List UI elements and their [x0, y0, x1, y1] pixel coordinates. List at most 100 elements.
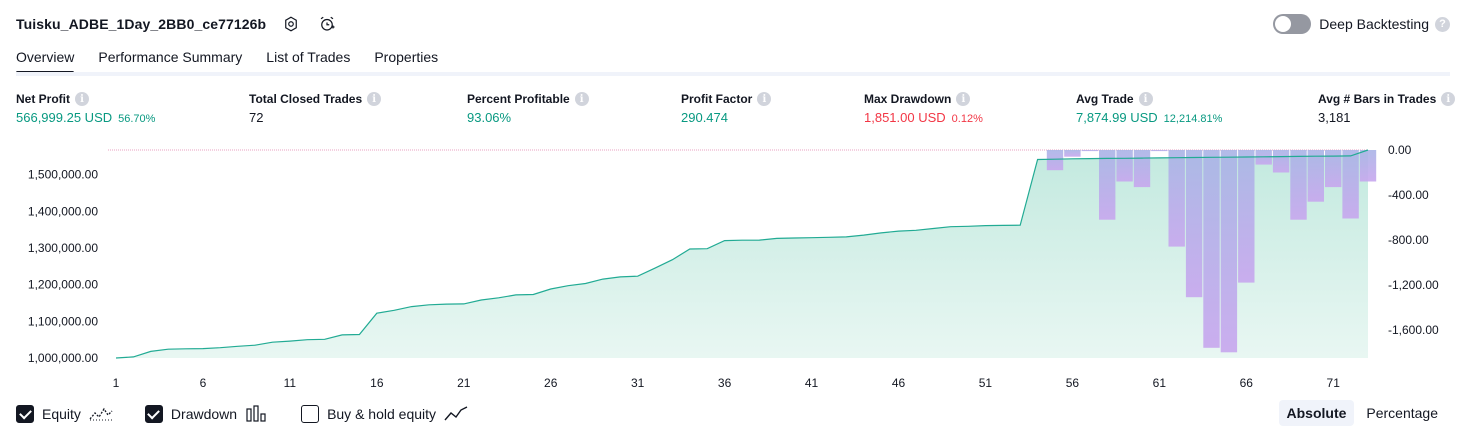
metric-value: 1,851.00 USD: [864, 110, 946, 125]
x-axis-tick-label: 31: [631, 376, 645, 390]
equity-label: Equity: [42, 406, 81, 422]
equity-toggle[interactable]: Equity: [16, 405, 113, 423]
metric-value: 566,999.25 USD: [16, 110, 113, 125]
x-axis-tick-label: 46: [892, 376, 906, 390]
metric-profit-factor: Profit Factor i 290.474: [681, 92, 772, 125]
info-icon[interactable]: i: [574, 92, 589, 106]
x-axis-tick-label: 36: [718, 376, 732, 390]
info-icon[interactable]: i: [1441, 92, 1456, 106]
metric-percent: 56.70%: [118, 113, 156, 125]
drawdown-bar: [1203, 150, 1220, 348]
x-axis-tick-label: 41: [805, 376, 819, 390]
info-icon[interactable]: i: [367, 92, 382, 106]
scale-mode-switch: Absolute Percentage: [1275, 400, 1447, 426]
absolute-button[interactable]: Absolute: [1278, 400, 1355, 426]
tab-properties[interactable]: Properties: [374, 49, 439, 65]
right-axis-tick-label: 0.00: [1388, 143, 1412, 157]
drawdown-bar: [1099, 150, 1116, 220]
left-axis-tick-label: 1,000,000.00: [28, 351, 98, 365]
metric-label: Avg # Bars in Trades: [1318, 92, 1437, 106]
deep-backtesting: Deep Backtesting ?: [1273, 12, 1450, 36]
left-axis-tick-label: 1,200,000.00: [28, 278, 98, 292]
equity-chart-svg: 1,000,000.00 1,100,000.00 1,200,000.00 1,30…: [28, 143, 1439, 390]
metric-avg-trade: Avg Trade i 7,874.99 USD 12,214.81%: [1076, 92, 1222, 125]
strategy-name[interactable]: Tuisku_ADBE_1Day_2BB0_ce77126b: [16, 16, 267, 32]
drawdown-bar: [1307, 150, 1324, 202]
tab-list-of-trades[interactable]: List of Trades: [266, 49, 351, 65]
equity-checkbox[interactable]: [16, 405, 34, 423]
drawdown-bars: [1046, 150, 1377, 353]
buy-hold-checkbox[interactable]: [301, 405, 320, 423]
metric-percent-profitable: Percent Profitable i 93.06%: [467, 92, 589, 125]
drawdown-toggle[interactable]: Drawdown: [144, 405, 269, 423]
drawdown-bar: [1116, 150, 1133, 182]
drawdown-bar: [1272, 150, 1290, 173]
equity-chart[interactable]: 1,000,000.00 1,100,000.00 1,200,000.00 1,30…: [0, 140, 1466, 400]
info-icon[interactable]: i: [75, 92, 89, 106]
info-icon[interactable]: i: [956, 92, 971, 106]
left-axis: 1,000,000.00 1,100,000.00 1,200,000.00 1,30…: [28, 168, 98, 365]
drawdown-bar: [1238, 150, 1255, 283]
deep-backtesting-label: Deep Backtesting: [1319, 16, 1429, 32]
report-tabs: Overview Performance Summary List of Tra…: [16, 44, 462, 74]
metric-value: 290.474: [681, 110, 728, 125]
right-axis-tick-label: -1,200.00: [1388, 278, 1439, 292]
metric-label: Max Drawdown: [864, 92, 952, 106]
drawdown-bar: [1168, 150, 1185, 247]
x-axis-tick-label: 16: [370, 376, 384, 390]
left-axis-tick-label: 1,300,000.00: [28, 241, 98, 255]
metric-label: Profit Factor: [681, 92, 753, 106]
deep-backtesting-toggle[interactable]: [1273, 14, 1312, 34]
chart-legend: Equity Drawdown Buy & hold equity: [16, 402, 500, 426]
drawdown-bar: [1133, 150, 1151, 188]
strategy-header: Tuisku_ADBE_1Day_2BB0_ce77126b: [16, 12, 338, 36]
metrics-row: Net Profit i 566,999.25 USD 56.70% Total C…: [16, 92, 1456, 132]
x-axis-tick-label: 66: [1240, 376, 1254, 390]
equity-line: [115, 149, 1369, 359]
metric-value: 72: [249, 110, 264, 125]
x-axis-tick-label: 6: [200, 376, 207, 390]
tabs-divider: [16, 72, 1450, 76]
drawdown-bar: [1185, 150, 1203, 298]
left-axis-tick-label: 1,100,000.00: [28, 314, 98, 328]
x-axis-tick-label: 11: [284, 376, 297, 390]
buy-hold-line-icon: [444, 405, 468, 423]
drawdown-bar: [1081, 150, 1098, 152]
x-axis: 1 6 11 16 21 26 31 36 41 46 51 56 61 66 71: [113, 376, 1341, 390]
drawdown-bar: [1359, 150, 1377, 182]
metric-value: 3,181: [1318, 110, 1351, 125]
x-axis-tick-label: 1: [113, 376, 120, 390]
equity-area: [116, 150, 1368, 358]
drawdown-bars-icon: [245, 405, 269, 423]
gear-icon[interactable]: [280, 13, 302, 35]
drawdown-bar: [1342, 150, 1359, 219]
metric-max-drawdown: Max Drawdown i 1,851.00 USD 0.12%: [864, 92, 983, 125]
metric-value: 7,874.99 USD: [1076, 110, 1158, 125]
metric-percent: 0.12%: [951, 113, 983, 125]
drawdown-bar: [1064, 150, 1081, 157]
info-icon[interactable]: i: [757, 92, 772, 106]
buy-hold-toggle[interactable]: Buy & hold equity: [301, 405, 468, 423]
drawdown-bar: [1046, 150, 1064, 171]
right-axis: 0.00 -400.00 -800.00 -1,200.00 -1,600.00: [1388, 143, 1439, 337]
info-icon[interactable]: i: [1138, 92, 1153, 106]
alarm-clock-plus-icon[interactable]: [316, 13, 338, 35]
x-axis-tick-label: 26: [544, 376, 558, 390]
right-axis-tick-label: -400.00: [1388, 188, 1429, 202]
help-icon[interactable]: ?: [1435, 16, 1450, 32]
drawdown-checkbox[interactable]: [144, 405, 163, 423]
percentage-button[interactable]: Percentage: [1366, 405, 1438, 421]
left-axis-tick-label: 1,500,000.00: [28, 168, 98, 182]
metric-percent: 12,214.81%: [1163, 113, 1223, 125]
metric-label: Avg Trade: [1076, 92, 1134, 106]
drawdown-bar: [1151, 150, 1168, 152]
tab-overview[interactable]: Overview: [16, 44, 75, 74]
drawdown-bar: [1290, 150, 1307, 220]
drawdown-bar: [1325, 150, 1342, 188]
right-axis-tick-label: -800.00: [1388, 233, 1429, 247]
metric-label: Net Profit: [16, 92, 70, 106]
tab-performance-summary[interactable]: Performance Summary: [98, 49, 243, 65]
metric-net-profit: Net Profit i 566,999.25 USD 56.70%: [16, 92, 155, 125]
x-axis-tick-label: 21: [457, 376, 471, 390]
metric-value: 93.06%: [467, 110, 512, 125]
